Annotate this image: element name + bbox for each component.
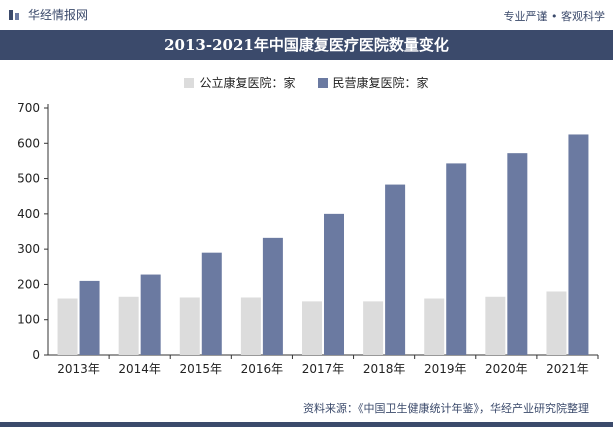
bar-public-7 bbox=[485, 296, 506, 355]
x-tick-label-6: 2019年 bbox=[424, 362, 467, 376]
y-tick-label-1: 100 bbox=[17, 313, 40, 327]
bar-private-2 bbox=[201, 252, 222, 355]
bar-public-0 bbox=[57, 298, 78, 355]
slogan: 专业严谨 • 客观科学 bbox=[503, 10, 605, 23]
bar-private-0 bbox=[79, 280, 100, 355]
x-tick-label-5: 2018年 bbox=[363, 362, 406, 376]
chart-title: 2013-2021年中国康复医疗医院数量变化 bbox=[164, 36, 449, 54]
x-tick-label-8: 2021年 bbox=[546, 362, 589, 376]
bar-public-5 bbox=[363, 301, 384, 355]
title-bar: 2013-2021年中国康复医疗医院数量变化 bbox=[0, 30, 613, 60]
bar-public-1 bbox=[118, 296, 139, 355]
bar-public-6 bbox=[424, 298, 445, 355]
bar-private-8 bbox=[568, 134, 589, 355]
bar-private-1 bbox=[140, 274, 161, 355]
legend-swatch-private bbox=[317, 77, 328, 88]
y-tick-label-4: 400 bbox=[17, 207, 40, 221]
legend-item-private: 民营康复医院：家 bbox=[317, 74, 429, 91]
y-tick-label-3: 300 bbox=[17, 242, 40, 256]
bar-public-3 bbox=[240, 297, 261, 355]
legend-label-private: 民营康复医院：家 bbox=[332, 76, 429, 90]
brand-name: 华经情报网 bbox=[28, 8, 89, 22]
bar-public-4 bbox=[302, 301, 322, 355]
bar-private-7 bbox=[507, 153, 528, 355]
y-tick-label-0: 0 bbox=[32, 348, 40, 362]
bar-private-6 bbox=[446, 163, 467, 355]
brand-logo-icon bbox=[9, 9, 19, 20]
legend: 公立康复医院：家 民营康复医院：家 bbox=[0, 74, 613, 91]
header-bar: 华经情报网 专业严谨 • 客观科学 bbox=[0, 0, 613, 30]
y-tick-label-6: 600 bbox=[17, 136, 40, 150]
x-tick-label-7: 2020年 bbox=[485, 362, 528, 376]
bar-public-2 bbox=[179, 297, 200, 355]
x-tick-label-0: 2013年 bbox=[57, 362, 100, 376]
x-tick-label-4: 2017年 bbox=[302, 362, 345, 376]
bar-private-4 bbox=[324, 213, 344, 355]
bottom-rule bbox=[0, 422, 613, 427]
bar-public-8 bbox=[546, 291, 567, 355]
bar-private-3 bbox=[262, 237, 283, 355]
legend-swatch-public bbox=[184, 77, 195, 88]
x-tick-label-3: 2016年 bbox=[241, 362, 284, 376]
y-tick-label-5: 500 bbox=[17, 172, 40, 186]
y-tick-label-7: 700 bbox=[17, 101, 40, 115]
brand: 华经情报网 bbox=[8, 6, 88, 23]
bar-private-5 bbox=[385, 184, 406, 355]
legend-item-public: 公立康复医院：家 bbox=[184, 74, 296, 91]
legend-label-public: 公立康复医院：家 bbox=[199, 76, 296, 90]
x-tick-label-1: 2014年 bbox=[118, 362, 161, 376]
source-note: 资料来源：《中国卫生健康统计年鉴》，华经产业研究院整理 bbox=[303, 402, 589, 415]
y-tick-label-2: 200 bbox=[17, 277, 40, 291]
x-tick-label-2: 2015年 bbox=[180, 362, 223, 376]
